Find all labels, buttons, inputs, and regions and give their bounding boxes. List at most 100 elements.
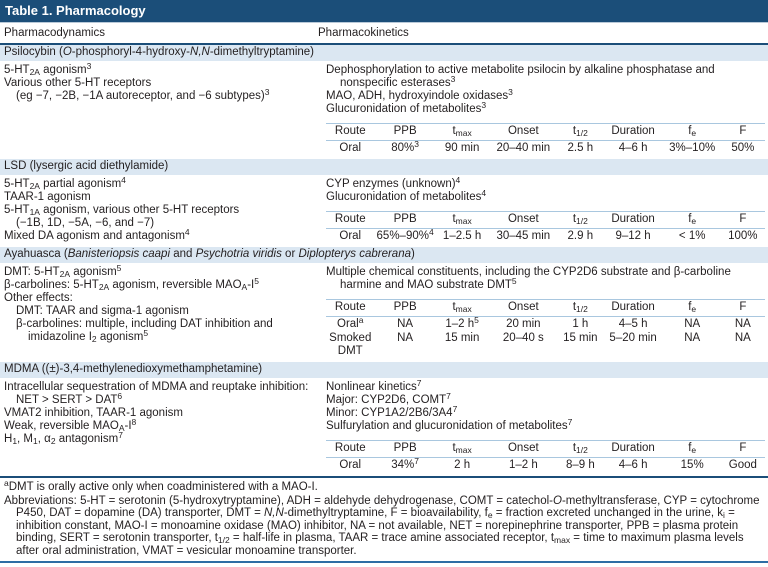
pk-col-header: F — [720, 123, 765, 141]
pk-col-header: Duration — [602, 440, 664, 458]
pharmacokinetics-cell: Nonlinear kinetics7 Major: CYP2D6, COMT7 M… — [314, 378, 768, 472]
pd-line: VMAT2 inhibition, TAAR-1 agonism — [4, 407, 183, 419]
pk-col-header: Onset — [488, 211, 559, 229]
pk-cell: 1 h — [572, 318, 589, 330]
pk-mini-table: Route PPB tmax Onset t1/2 Duration fe F Orala NA… — [326, 299, 765, 358]
pk-cell: 90 min — [444, 142, 480, 154]
pk-cell: 1–2 h — [508, 459, 538, 471]
pharmacokinetics-cell: CYP enzymes (unknown)4 Glucuronidation of… — [314, 176, 768, 244]
pk-data-row: Oral 65%–90%4 1–2.5 h 30–45 min 2.9 h 9–12 h <… — [326, 228, 765, 244]
pk-cell: NA — [734, 332, 751, 344]
column-header-pharmacodynamics: Pharmacodynamics — [4, 27, 105, 39]
pharmacodynamics-cell: Intracellular sequestration of MDMA and … — [0, 381, 314, 472]
pd-line: Weak, reversible MAOA-I8 — [4, 417, 137, 433]
pd-line: DMT: TAAR and sigma-1 agonism — [16, 305, 189, 317]
pd-line: 5-HT2A agonism3 — [4, 61, 92, 77]
pharmacodynamics-cell: 5-HT2A partial agonism4 TAAR-1 agonism 5-H… — [0, 176, 314, 243]
pd-line: β-carbolines: multiple, including DAT in… — [16, 318, 273, 330]
pk-col-header: t1/2 — [558, 211, 603, 229]
pk-cell: Orala — [337, 315, 364, 330]
sections-container: Psilocybin (O-phosphoryl-4-hydroxy-N,N-d… — [0, 45, 768, 476]
pd-line: Mixed DA agonism and antagonism4 — [4, 227, 190, 242]
pk-cell: 100% — [728, 230, 758, 242]
section-lsd: LSD (lysergic acid diethylamide) 5-HT2A … — [0, 159, 768, 247]
section-psilocybin: Psilocybin (O-phosphoryl-4-hydroxy-N,N-d… — [0, 45, 768, 159]
pk-col-header: tmax — [435, 440, 489, 458]
pd-line: DMT: 5-HT2A agonism5 — [4, 263, 122, 279]
pk-line: Dephosphorylation to active metabolite p… — [326, 64, 715, 89]
pk-col-header: tmax — [435, 211, 489, 229]
pk-cell: NA — [397, 332, 414, 344]
pk-cell: 1–2.5 h — [442, 230, 482, 242]
pk-cell: 20–40 min — [496, 142, 551, 154]
pd-line: Intracellular sequestration of MDMA and … — [4, 381, 309, 393]
pharmacokinetics-text: Multiple chemical constituents, includin… — [326, 266, 765, 292]
footnote-divider — [0, 476, 768, 478]
pk-col-header: fe — [663, 440, 721, 458]
pk-col-header: fe — [663, 211, 721, 229]
pd-line: imidazoline I2 agonism5 — [28, 328, 149, 344]
pk-cell: 15 min — [563, 332, 598, 344]
pharmacokinetics-text: Nonlinear kinetics7 Major: CYP2D6, COMT7 M… — [326, 378, 765, 433]
pharmacodynamics-cell: DMT: 5-HT2A agonism5 β-carbolines: 5-HT2A… — [0, 263, 314, 358]
pk-cell: 9–12 h — [615, 230, 651, 242]
pk-line: Nonlinear kinetics7 — [326, 378, 422, 393]
pk-table-header-row: Route PPB tmax Onset t1/2 Duration fe F — [326, 123, 765, 141]
section-columns: Intracellular sequestration of MDMA and … — [0, 378, 768, 476]
pk-cell: NA — [684, 332, 701, 344]
section-mdma: MDMA ((±)-3,4-methylenedioxymethamphetam… — [0, 362, 768, 476]
pk-cell: 4–6 h — [618, 142, 648, 154]
pk-table-header-row: Route PPB tmax Onset t1/2 Duration fe F — [326, 440, 765, 458]
pd-line: Other effects: — [4, 292, 73, 304]
pk-cell: 2 h — [454, 459, 471, 471]
section-columns: 5-HT2A partial agonism4 TAAR-1 agonism 5-H… — [0, 175, 768, 247]
section-columns: DMT: 5-HT2A agonism5 β-carbolines: 5-HT2A… — [0, 263, 768, 362]
pk-cell: 3%–10% — [669, 142, 716, 154]
section-band: MDMA ((±)-3,4-methylenedioxymethamphetam… — [0, 362, 768, 378]
pk-col-header: t1/2 — [558, 123, 603, 141]
pk-cell: 34%7 — [391, 456, 419, 471]
pk-line: Minor: CYP1A2/2B6/3A47 — [326, 404, 458, 419]
pk-col-header: PPB — [374, 123, 436, 141]
pk-cell: Oral — [339, 230, 362, 242]
section-columns: 5-HT2A agonism3 Various other 5-HT recept… — [0, 61, 768, 159]
pd-line: NET > SERT > DAT6 — [16, 391, 123, 406]
pk-table-header-row: Route PPB tmax Onset t1/2 Duration fe F — [326, 211, 765, 229]
pk-cell: 80%3 — [391, 139, 419, 154]
pk-col-header: PPB — [374, 440, 436, 458]
bottom-rule — [0, 561, 768, 563]
pk-mini-table: Route PPB tmax Onset t1/2 Duration fe F Oral 34%… — [326, 440, 765, 472]
pk-line: Glucuronidation of metabolites4 — [326, 188, 487, 203]
pharmacodynamics-cell: 5-HT2A agonism3 Various other 5-HT recept… — [0, 61, 314, 155]
pk-col-header: F — [720, 299, 765, 317]
table-title: Table 1. Pharmacology — [0, 0, 768, 23]
pk-col-header: F — [720, 211, 765, 229]
pd-line: 5-HT1A agonism, various other 5-HT recep… — [4, 204, 240, 217]
pd-line: (−1B, 1D, −5A, −6, and −7) — [16, 217, 155, 229]
pd-line: Various other 5-HT receptors — [4, 77, 152, 89]
pk-line: Sulfurylation and glucuronidation of met… — [326, 417, 573, 432]
pk-col-header: Duration — [602, 123, 664, 141]
section-band-label: Ayahuasca (Banisteriopsis caapi and Psyc… — [4, 248, 415, 260]
pk-col-header: fe — [663, 123, 721, 141]
pk-data-row: Orala NA 1–2 h5 20 min 1 h 4–5 h NA NA — [326, 315, 765, 332]
pk-col-header: Route — [326, 299, 375, 317]
pk-cell: 1–2 h5 — [445, 315, 479, 330]
pd-line: H1, M1, α2 antagonism7 — [4, 430, 123, 446]
pk-cell: Smoked DMT — [329, 332, 372, 357]
pk-col-header: Onset — [488, 440, 559, 458]
pk-col-header: t1/2 — [558, 440, 603, 458]
pk-col-header: tmax — [435, 299, 489, 317]
pk-col-header: PPB — [374, 211, 436, 229]
section-ayahuasca: Ayahuasca (Banisteriopsis caapi and Psyc… — [0, 247, 768, 362]
section-band-label: LSD (lysergic acid diethylamide) — [4, 160, 169, 172]
pk-cell: Oral — [339, 459, 362, 471]
pk-data-row: Smoked DMT NA 15 min 20–40 s 15 min 5–20 min N… — [326, 331, 765, 358]
pk-cell: 20–40 s — [502, 332, 544, 344]
pk-col-header: Onset — [488, 123, 559, 141]
table-footnote: aDMT is orally active only when coadmini… — [4, 478, 318, 493]
pk-cell: 15% — [680, 459, 704, 471]
pk-cell: NA — [734, 318, 751, 330]
column-header-row: Pharmacodynamics Pharmacokinetics — [0, 23, 768, 45]
